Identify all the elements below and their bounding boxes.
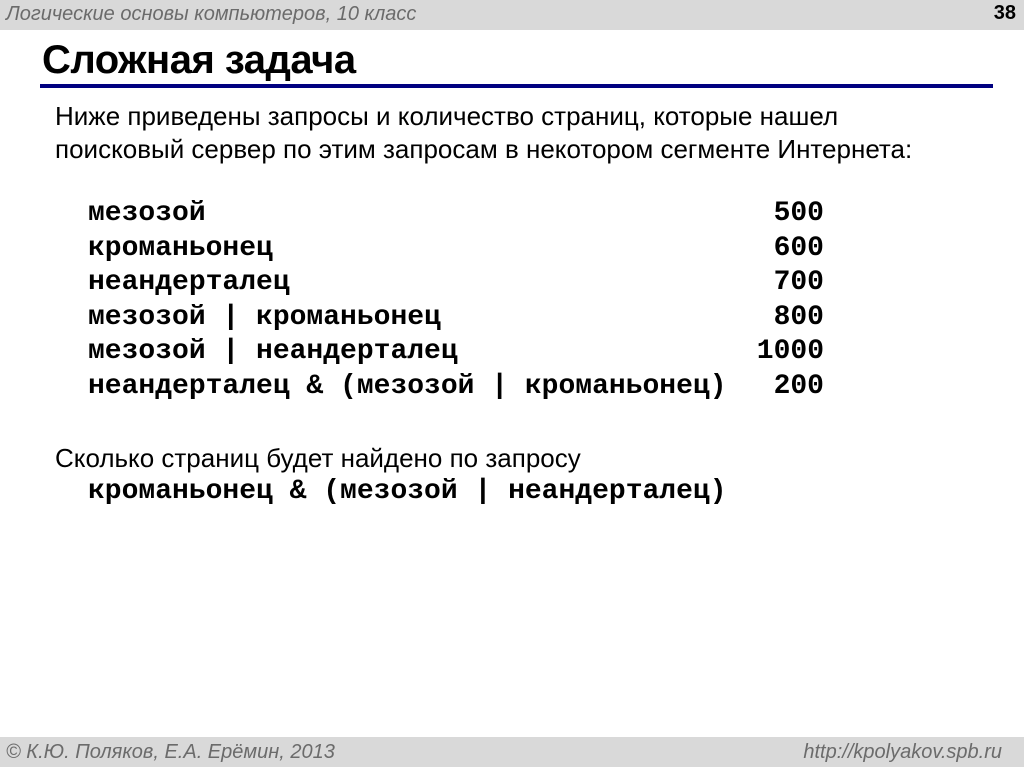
header-bar: Логические основы компьютеров, 10 класс … bbox=[0, 0, 1024, 30]
target-query: кроманьонец & (мезозой | неандерталец) bbox=[88, 476, 727, 507]
query-pages: 1000 bbox=[756, 336, 824, 367]
slide-title: Сложная задача bbox=[42, 38, 356, 82]
course-name: Логические основы компьютеров, 10 класс bbox=[6, 3, 417, 25]
query-pages: 700 bbox=[773, 267, 824, 298]
page-number: 38 bbox=[993, 2, 1016, 24]
query-pages: 500 bbox=[773, 198, 824, 229]
target-query-row: кроманьонец & (мезозой | неандерталец) bbox=[88, 476, 824, 510]
query-text: мезозой | неандерталец bbox=[88, 336, 458, 367]
question-text: Сколько страниц будет найдено по запросу bbox=[55, 443, 581, 473]
query-text: неандерталец bbox=[88, 267, 290, 298]
website-url: http://kpolyakov.spb.ru bbox=[803, 741, 1002, 763]
query-text: кроманьонец bbox=[88, 233, 273, 264]
query-pages: 200 bbox=[773, 371, 824, 402]
copyright-authors: © К.Ю. Поляков, Е.А. Ерёмин, 2013 bbox=[6, 741, 335, 763]
query-row: мезозой 500 bbox=[88, 198, 824, 232]
title-divider bbox=[40, 84, 993, 88]
intro-text: Ниже приведены запросы и количество стра… bbox=[55, 101, 913, 164]
footer-bar: © К.Ю. Поляков, Е.А. Ерёмин, 2013 http:/… bbox=[0, 737, 1024, 767]
query-row: неандерталец & (мезозой | кроманьонец) 20… bbox=[88, 371, 824, 405]
query-row: кроманьонец 600 bbox=[88, 233, 824, 267]
query-row: мезозой | неандерталец 1000 bbox=[88, 336, 824, 370]
query-text: мезозой bbox=[88, 198, 206, 229]
query-pages: 600 bbox=[773, 233, 824, 264]
query-row: неандерталец 700 bbox=[88, 267, 824, 301]
query-text: неандерталец & (мезозой | кроманьонец) bbox=[88, 371, 727, 402]
query-text: мезозой | кроманьонец bbox=[88, 302, 441, 333]
query-pages: 800 bbox=[773, 302, 824, 333]
query-row: мезозой | кроманьонец 800 bbox=[88, 302, 824, 336]
